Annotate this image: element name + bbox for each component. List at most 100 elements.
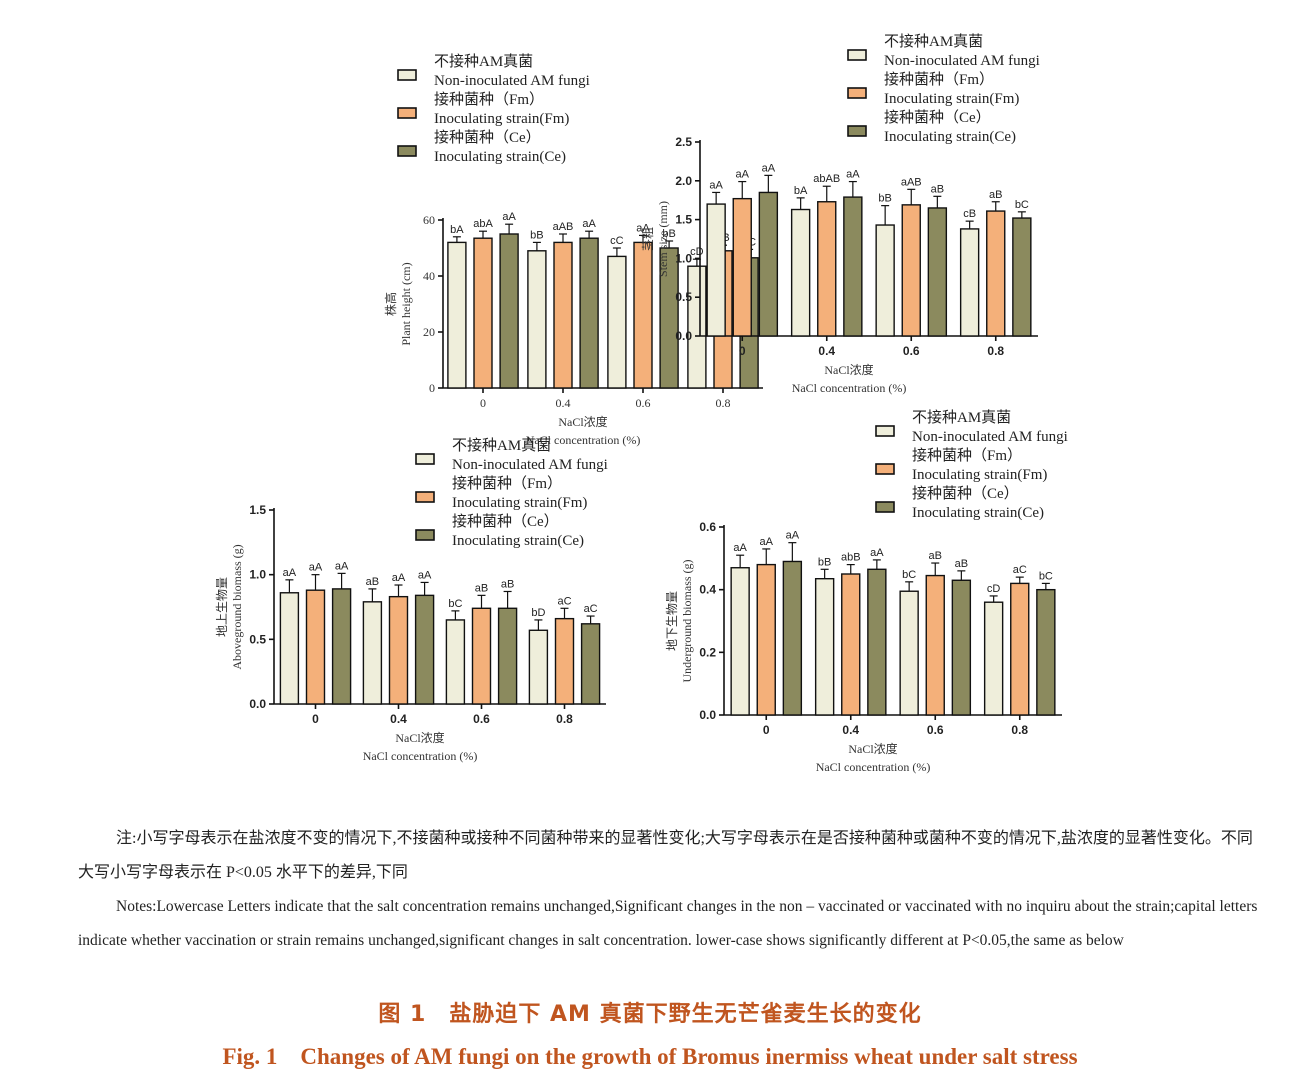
x-axis-label-en: NaCl concentration (%)	[816, 760, 931, 774]
bar	[959, 228, 980, 337]
significance-label: aA	[786, 530, 800, 542]
y-axis-label-en: Plant height (cm)	[399, 262, 413, 345]
x-tick-label: 0	[763, 723, 770, 737]
y-axis-label: 茎粗Stem size (mm)	[641, 201, 670, 277]
legend-swatch	[875, 501, 895, 513]
aboveground-biomass-chart: 0.0 0.5 1.0 1.5 0 aA aA aA 0.4 aB aA aA 0.6 bC aB aB 0.8…	[200, 430, 670, 780]
significance-label: aC	[557, 595, 571, 607]
legend-label-en: Inoculating strain(Fm)	[434, 111, 569, 127]
x-tick-label: 0.4	[556, 396, 571, 410]
x-tick-label: 0.8	[1011, 723, 1028, 737]
legend-swatch	[875, 425, 895, 437]
x-tick-label: 0.4	[390, 712, 407, 726]
y-axis-label-cn: 茎粗	[641, 227, 655, 251]
significance-label: aA	[582, 218, 596, 230]
significance-label: bB	[530, 229, 543, 241]
y-axis-label-en: Stem size (mm)	[656, 201, 670, 277]
legend-label-en: Inoculating strain(Ce)	[452, 533, 584, 549]
bar	[867, 568, 887, 716]
stem-size-chart: 0.0 0.5 1.0 1.5 2.0 2.5 0 aA aA aA 0.4 bA abAB aA 0.6 b…	[630, 30, 1110, 405]
bar	[732, 197, 752, 337]
bar	[687, 265, 707, 389]
significance-label: aA	[309, 562, 323, 574]
x-tick-label: 0.8	[716, 396, 731, 410]
bar	[927, 207, 948, 337]
bar	[553, 241, 573, 389]
significance-label: aB	[989, 189, 1002, 201]
bar	[1010, 582, 1030, 716]
significance-label: cB	[963, 208, 976, 220]
significance-label: aA	[736, 169, 750, 181]
bar	[1036, 588, 1056, 716]
bar	[1012, 217, 1032, 337]
bar	[528, 629, 549, 705]
y-tick-label: 20	[423, 325, 435, 339]
legend-label-cn: 接种菌种（Fm）	[452, 475, 562, 492]
legend-swatch	[415, 529, 435, 541]
y-tick-label: 40	[423, 269, 435, 283]
bar	[790, 208, 811, 337]
y-tick-label: 0.5	[249, 632, 266, 646]
y-tick-label: 0.4	[699, 583, 716, 597]
bar	[607, 255, 627, 389]
significance-label: aC	[1013, 564, 1027, 576]
bar	[471, 607, 492, 705]
y-tick-label: 2.5	[675, 135, 692, 149]
y-tick-label: 1.5	[675, 213, 692, 227]
y-axis-label-cn: 株高	[383, 292, 398, 316]
figure-notes: 注:小写字母表示在盐浓度不变的情况下,不接菌种或接种不同菌种带来的显著性变化;大…	[78, 822, 1263, 958]
y-axis-label: 地上生物量Aboveground biomass (g)	[215, 544, 244, 669]
legend-label-cn: 接种菌种（Ce）	[884, 109, 991, 126]
legend-swatch	[847, 125, 867, 137]
bar	[445, 619, 466, 705]
bar	[331, 588, 352, 705]
bar	[279, 592, 300, 705]
significance-label: bD	[531, 607, 545, 619]
significance-label: aB	[955, 558, 968, 570]
y-axis-label-cn: 地上生物量	[215, 577, 229, 637]
legend-swatch	[397, 145, 417, 157]
x-axis-label-cn: NaCl浓度	[848, 741, 897, 756]
legend-label-en: Inoculating strain(Ce)	[884, 129, 1016, 145]
bar	[875, 224, 895, 337]
bar	[758, 191, 779, 337]
legend-swatch	[397, 69, 417, 81]
significance-label: aA	[502, 211, 516, 223]
y-axis-label-en: Underground biomass (g)	[680, 559, 694, 682]
bar	[843, 196, 863, 337]
legend-label-cn: 接种菌种（Fm）	[912, 447, 1022, 464]
legend-label-en: Inoculating strain(Fm)	[452, 495, 587, 511]
significance-label: bA	[450, 224, 464, 236]
legend-label-en: Inoculating strain(Fm)	[912, 467, 1047, 483]
legend-label-cn: 接种菌种（Fm）	[434, 91, 544, 108]
significance-label: bB	[662, 228, 675, 240]
legend-swatch	[875, 463, 895, 475]
bar	[527, 250, 547, 389]
legend-label-cn: 不接种AM真菌	[452, 436, 551, 454]
bar	[730, 567, 750, 716]
y-tick-label: 0.5	[675, 290, 692, 304]
bar	[817, 201, 837, 337]
significance-label: aB	[501, 578, 514, 590]
x-axis-label-cn: NaCl浓度	[824, 362, 873, 377]
bar	[951, 579, 972, 716]
significance-label: aC	[584, 603, 598, 615]
notes-en: Notes:Lowercase Letters indicate that th…	[78, 898, 1258, 949]
bar	[414, 594, 435, 705]
y-tick-label: 0.0	[249, 697, 266, 711]
legend-swatch	[847, 87, 867, 99]
bar	[579, 237, 599, 389]
legend-swatch	[415, 491, 435, 503]
significance-label: bB	[818, 556, 831, 568]
legend-label-en: Inoculating strain(Ce)	[912, 505, 1044, 521]
caption-en: Fig. 1 Changes of AM fungi on the growth…	[222, 1044, 1078, 1069]
significance-label: cD	[987, 583, 1001, 595]
significance-label: bB	[878, 193, 891, 205]
y-tick-label: 0.0	[675, 329, 692, 343]
legend-label-cn: 不接种AM真菌	[884, 32, 983, 50]
significance-label: abB	[841, 552, 861, 564]
chart-svg: 02040600bAabAaA0.4bBaABaA0.6cCaAbB0.8cDa…	[383, 52, 763, 447]
notes-cn: 注:小写字母表示在盐浓度不变的情况下,不接菌种或接种不同菌种带来的显著性变化;大…	[78, 830, 1253, 881]
x-tick-label: 0	[312, 712, 319, 726]
x-axis-label-en: NaCl concentration (%)	[526, 433, 641, 447]
